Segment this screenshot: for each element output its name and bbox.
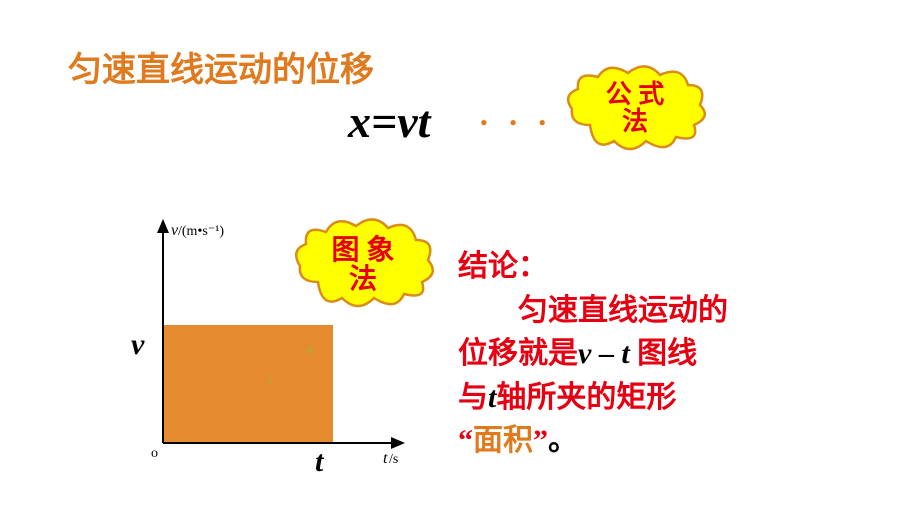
x-axis-unit: /s xyxy=(389,452,398,467)
vt-chart: v /(m•s⁻¹) t /s o v t xyxy=(115,215,415,470)
cloud-formula-label: 公 式 法 xyxy=(560,81,710,136)
conclusion-line5: “面积”。 xyxy=(458,419,728,463)
origin-label: o xyxy=(151,446,158,461)
conclusion-line2: 匀速直线运动的 xyxy=(458,289,728,333)
thought-dots: • • • xyxy=(480,110,554,136)
cloud-formula-method: 公 式 法 xyxy=(560,65,710,153)
y-axis-unit: /(m•s⁻¹) xyxy=(178,224,224,239)
x-axis-label: t xyxy=(383,450,388,467)
chart-dot xyxy=(306,346,314,354)
y-axis-arrow xyxy=(157,219,169,233)
page-title: 匀速直线运动的位移 xyxy=(68,42,374,91)
x-axis-arrow xyxy=(391,437,405,449)
conclusion-line1: 结论： xyxy=(458,245,728,289)
chart-dot xyxy=(267,377,273,383)
conclusion-line3: 位移就是v – t 图线 xyxy=(458,332,728,376)
v-label: v xyxy=(131,328,144,362)
area-rect xyxy=(163,325,333,443)
vt-chart-svg: v /(m•s⁻¹) t /s o xyxy=(115,215,415,470)
t-label: t xyxy=(315,445,323,479)
conclusion-text: 结论： 匀速直线运动的 位移就是v – t 图线 与t轴所夹的矩形 “面积”。 xyxy=(458,245,728,463)
formula-xvt: x=vt xyxy=(348,95,430,148)
conclusion-line4: 与t轴所夹的矩形 xyxy=(458,376,728,420)
